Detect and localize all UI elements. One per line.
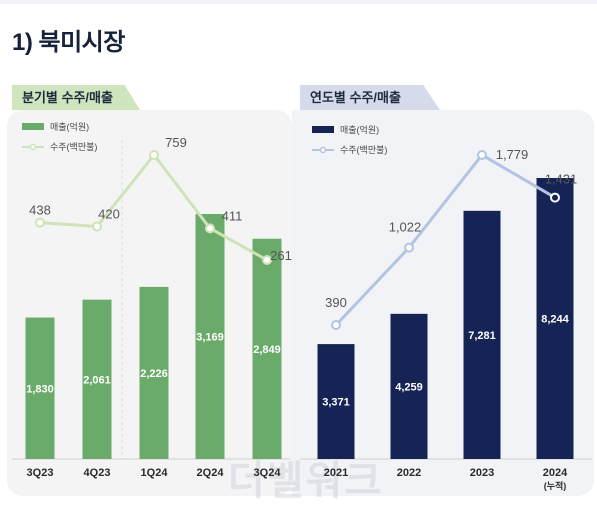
quarterly-x-tick-label: 1Q24 xyxy=(141,467,169,479)
quarterly-order-point xyxy=(35,217,45,228)
quarterly-legend-line-label: 수주(백만불) xyxy=(50,142,97,152)
quarterly-order-point xyxy=(92,221,102,232)
quarterly-x-tick-label: 4Q23 xyxy=(84,467,111,479)
annual-chart-title: 연도별 수주/매출 xyxy=(300,85,440,110)
annual-x-tick-label: 2024 xyxy=(543,467,568,479)
quarterly-bar xyxy=(139,286,169,459)
annual-order-line xyxy=(334,153,556,327)
annual-legend-bar-label: 매출(억원) xyxy=(340,124,379,135)
annual-x-tick-label: (누적) xyxy=(544,480,567,491)
watermark: 더벨워크 xyxy=(228,459,384,503)
annual-order-value-label: 1,022 xyxy=(389,220,422,235)
quarterly-bar xyxy=(195,214,225,459)
quarterly-order-value-label: 438 xyxy=(29,203,51,218)
annual-x-tick-label: 2022 xyxy=(397,467,421,479)
quarterly-bar-value-label: 2,226 xyxy=(140,368,168,380)
quarterly-x-tick-label: 2Q24 xyxy=(197,467,225,479)
annual-order-value-label: 1,779 xyxy=(496,147,529,162)
annual-legend-line-label: 수주(백만불) xyxy=(340,145,387,155)
annual-order-point xyxy=(331,320,341,330)
quarterly-bar xyxy=(252,238,282,459)
annual-order-point xyxy=(404,242,414,253)
quarterly-order-value-label: 261 xyxy=(270,248,292,263)
quarterly-order-point xyxy=(205,223,215,234)
annual-bar xyxy=(463,210,501,459)
quarterly-bar-value-label: 1,830 xyxy=(26,383,54,395)
annual-bar xyxy=(317,344,355,459)
annual-order-value-label: 1,431 xyxy=(545,172,578,187)
annual-x-tick-label: 2021 xyxy=(324,467,348,479)
annual-bar xyxy=(536,178,574,459)
top-divider xyxy=(0,0,597,4)
annual-legend-line-marker xyxy=(319,146,327,154)
quarterly-x-tick-label: 3Q24 xyxy=(254,467,282,479)
annual-bar-value-label: 7,281 xyxy=(468,330,496,342)
quarterly-bar xyxy=(25,317,55,459)
annual-legend-bar-swatch xyxy=(312,126,334,133)
quarterly-legend-line-marker xyxy=(29,143,37,151)
quarterly-order-value-label: 411 xyxy=(222,208,243,223)
annual-order-point xyxy=(477,150,487,160)
annual-bar-value-label: 4,259 xyxy=(395,381,423,393)
annual-order-point xyxy=(550,192,560,203)
quarterly-order-value-label: 759 xyxy=(165,135,187,150)
quarterly-legend-bar-label: 매출(억원) xyxy=(50,121,89,132)
annual-order-value-label: 390 xyxy=(325,295,347,310)
annual-bar-value-label: 8,244 xyxy=(541,314,569,326)
quarterly-bar xyxy=(82,299,112,459)
quarterly-legend-bar-swatch xyxy=(22,123,44,130)
page-title: 1) 북미시장 xyxy=(12,29,125,56)
quarterly-x-tick-label: 3Q23 xyxy=(27,467,54,479)
quarterly-order-point xyxy=(149,150,159,160)
quarterly-bar-value-label: 2,061 xyxy=(83,374,111,386)
quarterly-bar-value-label: 3,169 xyxy=(196,332,224,344)
annual-bar xyxy=(390,313,428,459)
quarterly-order-value-label: 420 xyxy=(98,206,120,221)
quarterly-chart-title: 분기별 수주/매출 xyxy=(12,85,140,110)
quarterly-order-point xyxy=(262,255,272,265)
annual-x-tick-label: 2023 xyxy=(470,467,494,479)
quarterly-bar-value-label: 2,849 xyxy=(253,344,281,356)
annual-bar-value-label: 3,371 xyxy=(322,397,350,409)
